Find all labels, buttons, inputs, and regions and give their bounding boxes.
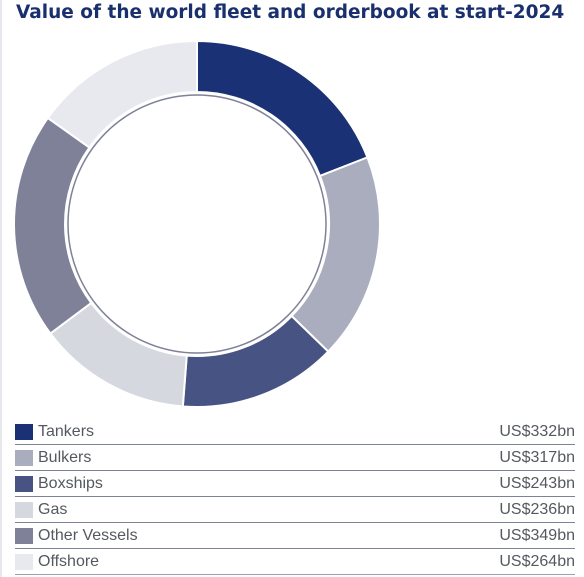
- legend-label-offshore: Offshore: [38, 552, 100, 570]
- donut-slice-offshore: [46, 39, 198, 149]
- chart-legend: Tankers US$332bn Bulkers US$317bn Boxships US…: [15, 419, 575, 575]
- legend-label-boxships: Boxships: [38, 474, 103, 492]
- legend-swatch-gas: [15, 501, 33, 518]
- legend-item-other-vessels: Other Vessels US$349bn: [15, 523, 575, 549]
- legend-swatch-offshore: [15, 553, 33, 570]
- donut-inner-ring: [67, 94, 327, 354]
- legend-value-boxships: US$243bn: [499, 474, 575, 492]
- legend-item-offshore: Offshore US$264bn: [15, 549, 575, 575]
- legend-label-other-vessels: Other Vessels: [38, 526, 138, 544]
- legend-item-gas: Gas US$236bn: [15, 497, 575, 523]
- legend-label-tankers: Tankers: [38, 422, 95, 440]
- legend-value-other-vessels: US$349bn: [499, 526, 575, 544]
- legend-swatch-other-vessels: [15, 527, 33, 544]
- legend-value-gas: US$236bn: [499, 500, 575, 518]
- legend-item-bulkers: Bulkers US$317bn: [15, 445, 575, 471]
- chart-title: Value of the world fleet and orderbook a…: [16, 2, 565, 23]
- legend-swatch-boxships: [15, 475, 33, 492]
- legend-item-tankers: Tankers US$332bn: [15, 419, 575, 445]
- legend-label-bulkers: Bulkers: [38, 448, 92, 466]
- legend-value-bulkers: US$317bn: [499, 448, 575, 466]
- donut-chart: [13, 39, 381, 408]
- legend-item-boxships: Boxships US$243bn: [15, 471, 575, 497]
- left-rule: [0, 0, 2, 577]
- legend-label-gas: Gas: [38, 500, 68, 518]
- legend-value-tankers: US$332bn: [499, 422, 575, 440]
- legend-swatch-bulkers: [15, 449, 33, 466]
- legend-value-offshore: US$264bn: [499, 552, 575, 570]
- legend-swatch-tankers: [15, 423, 33, 440]
